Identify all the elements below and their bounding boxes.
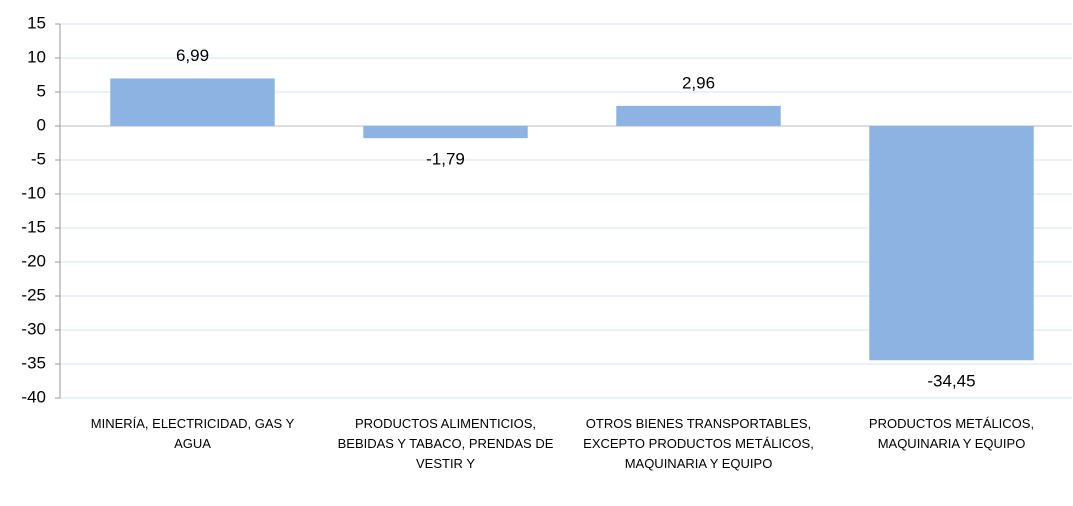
bar bbox=[363, 126, 528, 139]
y-tick-label: -15 bbox=[21, 217, 46, 236]
data-label: 6,99 bbox=[176, 46, 209, 65]
data-label: -1,79 bbox=[426, 150, 465, 169]
y-tick-label: -25 bbox=[21, 285, 46, 304]
y-tick-label: 5 bbox=[37, 81, 46, 100]
y-tick-label: -35 bbox=[21, 353, 46, 372]
y-tick-label: 0 bbox=[37, 115, 46, 134]
bar bbox=[110, 78, 275, 126]
y-tick-label: -30 bbox=[21, 319, 46, 338]
y-tick-label: 10 bbox=[27, 47, 46, 66]
y-tick-label: -40 bbox=[21, 387, 46, 406]
data-label: 2,96 bbox=[682, 73, 715, 92]
y-tick-label: 15 bbox=[27, 13, 46, 32]
x-tick-label: PRODUCTOS METÁLICOS, MAQUINARIA Y EQUIPO bbox=[868, 416, 1035, 451]
y-tick-label: -20 bbox=[21, 251, 46, 270]
data-label: -34,45 bbox=[927, 372, 975, 391]
x-tick-label: OTROS BIENES TRANSPORTABLES, EXCEPTO PRO… bbox=[583, 416, 814, 471]
bar bbox=[869, 126, 1034, 361]
x-tick-label: PRODUCTOS ALIMENTICIOS, BEBIDAS Y TABACO… bbox=[337, 416, 554, 471]
y-tick-label: -10 bbox=[21, 183, 46, 202]
x-tick-label: MINERÍA, ELECTRICIDAD, GAS Y AGUA bbox=[90, 416, 295, 451]
y-tick-label: -5 bbox=[31, 149, 46, 168]
bar bbox=[616, 105, 781, 126]
